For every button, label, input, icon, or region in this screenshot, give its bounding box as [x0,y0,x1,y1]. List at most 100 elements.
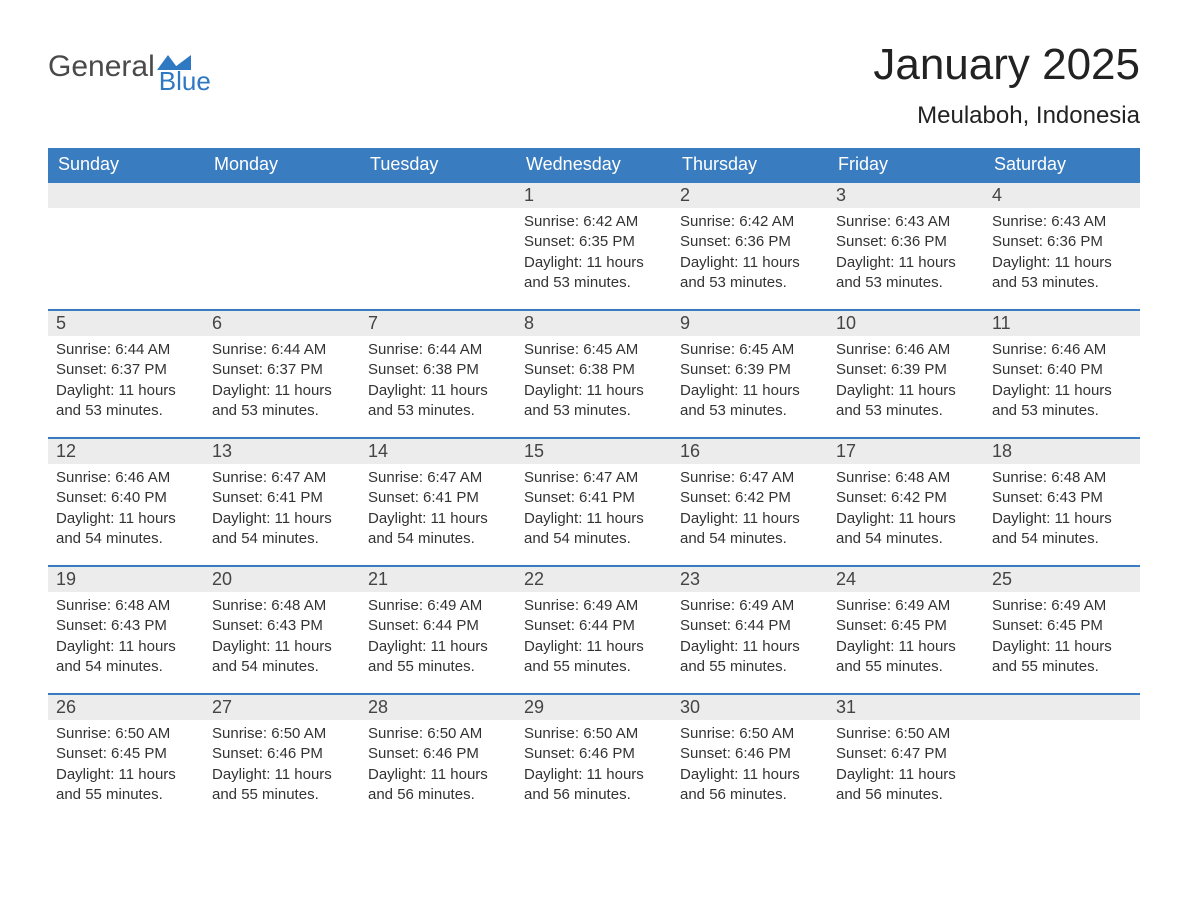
daylight-line: Daylight: 11 hours and 55 minutes. [56,765,196,806]
day-details: Sunrise: 6:46 AMSunset: 6:40 PMDaylight:… [48,464,204,557]
day-details: Sunrise: 6:45 AMSunset: 6:39 PMDaylight:… [672,336,828,429]
sunrise-line: Sunrise: 6:49 AM [368,596,508,616]
day-details: Sunrise: 6:46 AMSunset: 6:40 PMDaylight:… [984,336,1140,429]
day-number: 4 [984,181,1140,208]
sunset-line: Sunset: 6:46 PM [680,744,820,764]
day-details: Sunrise: 6:50 AMSunset: 6:46 PMDaylight:… [204,720,360,813]
calendar-cell: 9Sunrise: 6:45 AMSunset: 6:39 PMDaylight… [672,309,828,437]
calendar-cell: 6Sunrise: 6:44 AMSunset: 6:37 PMDaylight… [204,309,360,437]
sunrise-line: Sunrise: 6:44 AM [56,340,196,360]
calendar-header-row: SundayMondayTuesdayWednesdayThursdayFrid… [48,148,1140,181]
day-number: 22 [516,565,672,592]
sunset-line: Sunset: 6:44 PM [524,616,664,636]
daylight-line: Daylight: 11 hours and 53 minutes. [680,381,820,422]
day-details: Sunrise: 6:50 AMSunset: 6:46 PMDaylight:… [360,720,516,813]
daylight-line: Daylight: 11 hours and 54 minutes. [212,509,352,550]
calendar-cell: 2Sunrise: 6:42 AMSunset: 6:36 PMDaylight… [672,181,828,309]
day-number: 14 [360,437,516,464]
daylight-line: Daylight: 11 hours and 54 minutes. [368,509,508,550]
daylight-line: Daylight: 11 hours and 54 minutes. [992,509,1132,550]
weekday-header: Tuesday [360,148,516,181]
daylight-line: Daylight: 11 hours and 55 minutes. [368,637,508,678]
day-number: 30 [672,693,828,720]
day-number: 17 [828,437,984,464]
calendar-week: 19Sunrise: 6:48 AMSunset: 6:43 PMDayligh… [48,565,1140,693]
day-number-bar-empty [48,181,204,208]
sunset-line: Sunset: 6:45 PM [836,616,976,636]
header: General Blue January 2025 Meulaboh, Indo… [48,40,1140,130]
calendar-cell: 4Sunrise: 6:43 AMSunset: 6:36 PMDaylight… [984,181,1140,309]
daylight-line: Daylight: 11 hours and 53 minutes. [992,381,1132,422]
daylight-line: Daylight: 11 hours and 53 minutes. [836,253,976,294]
day-number: 8 [516,309,672,336]
sunrise-line: Sunrise: 6:48 AM [836,468,976,488]
sunrise-line: Sunrise: 6:42 AM [680,212,820,232]
daylight-line: Daylight: 11 hours and 55 minutes. [992,637,1132,678]
day-number: 23 [672,565,828,592]
brand-logo: General Blue [48,52,211,93]
calendar-cell: 10Sunrise: 6:46 AMSunset: 6:39 PMDayligh… [828,309,984,437]
sunrise-line: Sunrise: 6:48 AM [992,468,1132,488]
sunrise-line: Sunrise: 6:47 AM [368,468,508,488]
sunset-line: Sunset: 6:42 PM [836,488,976,508]
calendar-cell: 22Sunrise: 6:49 AMSunset: 6:44 PMDayligh… [516,565,672,693]
calendar-cell: 13Sunrise: 6:47 AMSunset: 6:41 PMDayligh… [204,437,360,565]
calendar-cell: 27Sunrise: 6:50 AMSunset: 6:46 PMDayligh… [204,693,360,821]
weekday-header: Friday [828,148,984,181]
sunset-line: Sunset: 6:40 PM [992,360,1132,380]
calendar-cell: 31Sunrise: 6:50 AMSunset: 6:47 PMDayligh… [828,693,984,821]
day-number: 6 [204,309,360,336]
day-number-bar-empty [204,181,360,208]
calendar-cell [360,181,516,309]
calendar-cell: 11Sunrise: 6:46 AMSunset: 6:40 PMDayligh… [984,309,1140,437]
day-number: 2 [672,181,828,208]
calendar-cell: 7Sunrise: 6:44 AMSunset: 6:38 PMDaylight… [360,309,516,437]
day-details: Sunrise: 6:50 AMSunset: 6:46 PMDaylight:… [672,720,828,813]
day-number: 13 [204,437,360,464]
daylight-line: Daylight: 11 hours and 56 minutes. [524,765,664,806]
sunrise-line: Sunrise: 6:47 AM [524,468,664,488]
weekday-header: Thursday [672,148,828,181]
sunset-line: Sunset: 6:45 PM [56,744,196,764]
daylight-line: Daylight: 11 hours and 56 minutes. [836,765,976,806]
day-number: 12 [48,437,204,464]
day-details: Sunrise: 6:49 AMSunset: 6:44 PMDaylight:… [360,592,516,685]
day-details: Sunrise: 6:47 AMSunset: 6:41 PMDaylight:… [516,464,672,557]
day-number: 10 [828,309,984,336]
day-number: 7 [360,309,516,336]
sunset-line: Sunset: 6:45 PM [992,616,1132,636]
daylight-line: Daylight: 11 hours and 54 minutes. [56,509,196,550]
sunrise-line: Sunrise: 6:50 AM [368,724,508,744]
sunset-line: Sunset: 6:39 PM [680,360,820,380]
sunset-line: Sunset: 6:38 PM [524,360,664,380]
day-number: 26 [48,693,204,720]
calendar-week: 26Sunrise: 6:50 AMSunset: 6:45 PMDayligh… [48,693,1140,821]
day-details: Sunrise: 6:50 AMSunset: 6:45 PMDaylight:… [48,720,204,813]
sunrise-line: Sunrise: 6:46 AM [56,468,196,488]
weekday-header: Wednesday [516,148,672,181]
day-details: Sunrise: 6:44 AMSunset: 6:37 PMDaylight:… [204,336,360,429]
day-number: 27 [204,693,360,720]
daylight-line: Daylight: 11 hours and 55 minutes. [524,637,664,678]
weekday-header: Saturday [984,148,1140,181]
location-label: Meulaboh, Indonesia [873,102,1140,130]
sunrise-line: Sunrise: 6:46 AM [836,340,976,360]
sunrise-line: Sunrise: 6:48 AM [212,596,352,616]
day-number: 5 [48,309,204,336]
sunrise-line: Sunrise: 6:46 AM [992,340,1132,360]
brand-right: Blue [157,52,211,93]
daylight-line: Daylight: 11 hours and 53 minutes. [524,381,664,422]
sunset-line: Sunset: 6:36 PM [992,232,1132,252]
day-number: 24 [828,565,984,592]
calendar-cell: 8Sunrise: 6:45 AMSunset: 6:38 PMDaylight… [516,309,672,437]
day-number: 3 [828,181,984,208]
sunrise-line: Sunrise: 6:47 AM [680,468,820,488]
day-details: Sunrise: 6:44 AMSunset: 6:37 PMDaylight:… [48,336,204,429]
weekday-header: Sunday [48,148,204,181]
day-details: Sunrise: 6:42 AMSunset: 6:35 PMDaylight:… [516,208,672,301]
daylight-line: Daylight: 11 hours and 56 minutes. [680,765,820,806]
calendar-week: 5Sunrise: 6:44 AMSunset: 6:37 PMDaylight… [48,309,1140,437]
calendar-cell: 15Sunrise: 6:47 AMSunset: 6:41 PMDayligh… [516,437,672,565]
day-number: 20 [204,565,360,592]
daylight-line: Daylight: 11 hours and 54 minutes. [836,509,976,550]
